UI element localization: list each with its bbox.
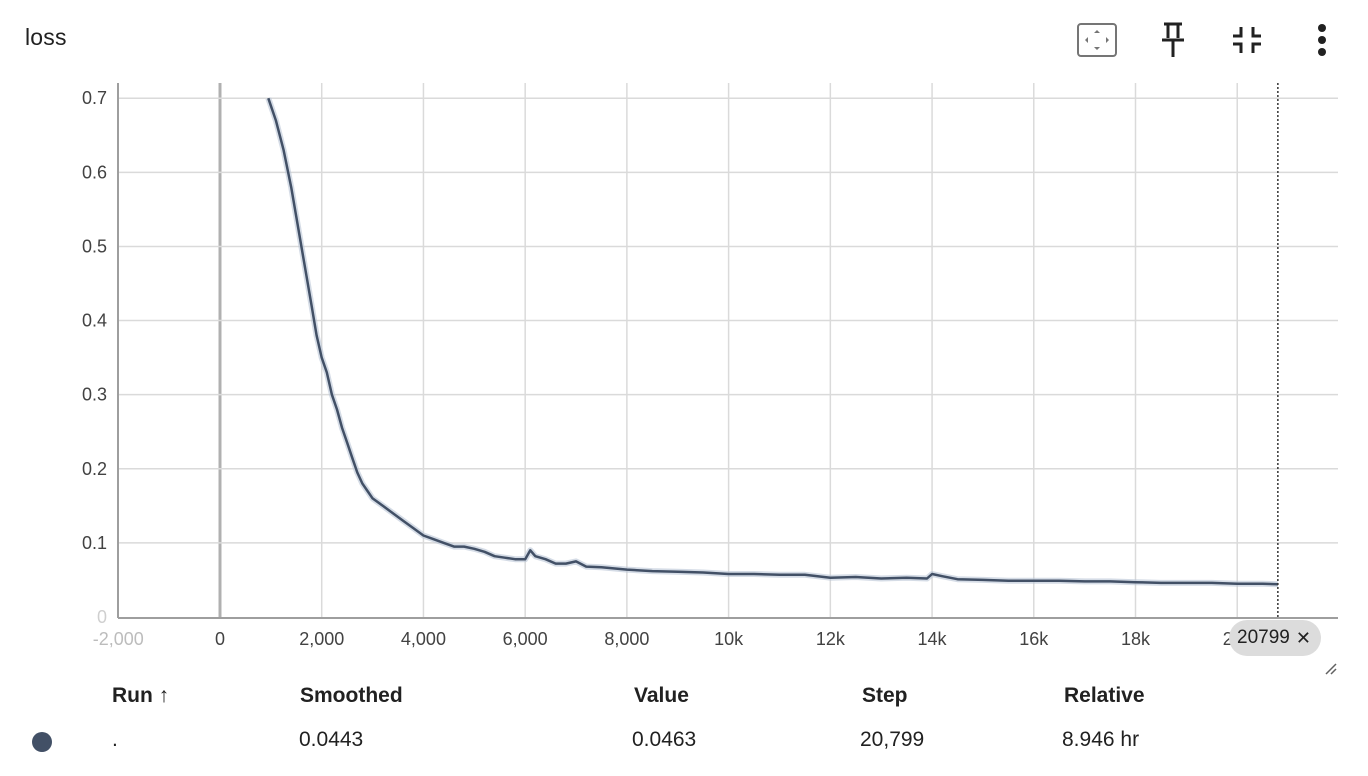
- fit-domain-button[interactable]: [1075, 18, 1119, 62]
- pin-button[interactable]: [1151, 18, 1195, 62]
- y-tick-label: 0.4: [82, 311, 107, 331]
- x-tick-label: 16k: [1019, 629, 1049, 649]
- header-step[interactable]: Step: [862, 684, 908, 707]
- step-cursor-chip[interactable]: 20799 ✕: [1229, 620, 1321, 656]
- x-tick-label: 10k: [714, 629, 744, 649]
- card-header: loss: [0, 0, 1368, 80]
- series-raw-line: [265, 97, 1278, 588]
- x-tick-label: 4,000: [401, 629, 446, 649]
- series-line: [267, 97, 1278, 586]
- fit-domain-icon: [1077, 23, 1117, 57]
- y-tick-label: 0.6: [82, 162, 107, 182]
- resize-handle-icon[interactable]: [1322, 660, 1338, 676]
- data-table: Run ↑ Smoothed Value Step Relative . 0.0…: [0, 680, 1368, 776]
- x-tick-label: -2,000: [93, 629, 144, 649]
- loss-chart[interactable]: -2,000 0 2,000 4,000 6,000 8,000 10k 12k 14k 16k 1…: [0, 0, 1368, 680]
- y-tick-label: 0: [97, 607, 107, 627]
- axes: [117, 83, 1338, 619]
- collapse-icon: [1233, 27, 1261, 53]
- cell-run: .: [112, 728, 118, 751]
- more-vert-icon: [1318, 24, 1326, 56]
- card-title: loss: [25, 24, 67, 50]
- series-layer: [265, 97, 1278, 588]
- x-tick-label: 0: [215, 629, 225, 649]
- y-tick-label: 0.7: [82, 88, 107, 108]
- y-tick-label: 0.3: [82, 385, 107, 405]
- grid-lines: [118, 83, 1338, 618]
- cell-smoothed: 0.0443: [299, 728, 364, 751]
- y-tick-label: 0.5: [82, 236, 107, 256]
- x-tick-label: 18k: [1121, 629, 1151, 649]
- header-smoothed[interactable]: Smoothed: [300, 684, 403, 707]
- header-value[interactable]: Value: [634, 684, 689, 707]
- header-relative[interactable]: Relative: [1064, 684, 1145, 707]
- cell-relative: 8.946 hr: [1062, 728, 1140, 751]
- x-tick-label: 6,000: [503, 629, 548, 649]
- close-icon[interactable]: ✕: [1295, 627, 1311, 648]
- collapse-button[interactable]: [1225, 18, 1269, 62]
- step-cursor-label: 20799: [1237, 627, 1290, 648]
- pin-icon: [1162, 22, 1184, 57]
- more-options-button[interactable]: [1300, 18, 1344, 62]
- y-tick-label: 0.1: [82, 533, 107, 553]
- x-tick-label: 2,000: [299, 629, 344, 649]
- y-tick-label: 0.2: [82, 459, 107, 479]
- x-tick-label: 8,000: [604, 629, 649, 649]
- cell-value: 0.0463: [632, 728, 697, 751]
- x-tick-label: 14k: [918, 629, 948, 649]
- run-color-dot: [32, 732, 52, 752]
- x-tick-label: 12k: [816, 629, 846, 649]
- header-run[interactable]: Run ↑: [112, 684, 170, 707]
- cell-step: 20,799: [860, 728, 925, 751]
